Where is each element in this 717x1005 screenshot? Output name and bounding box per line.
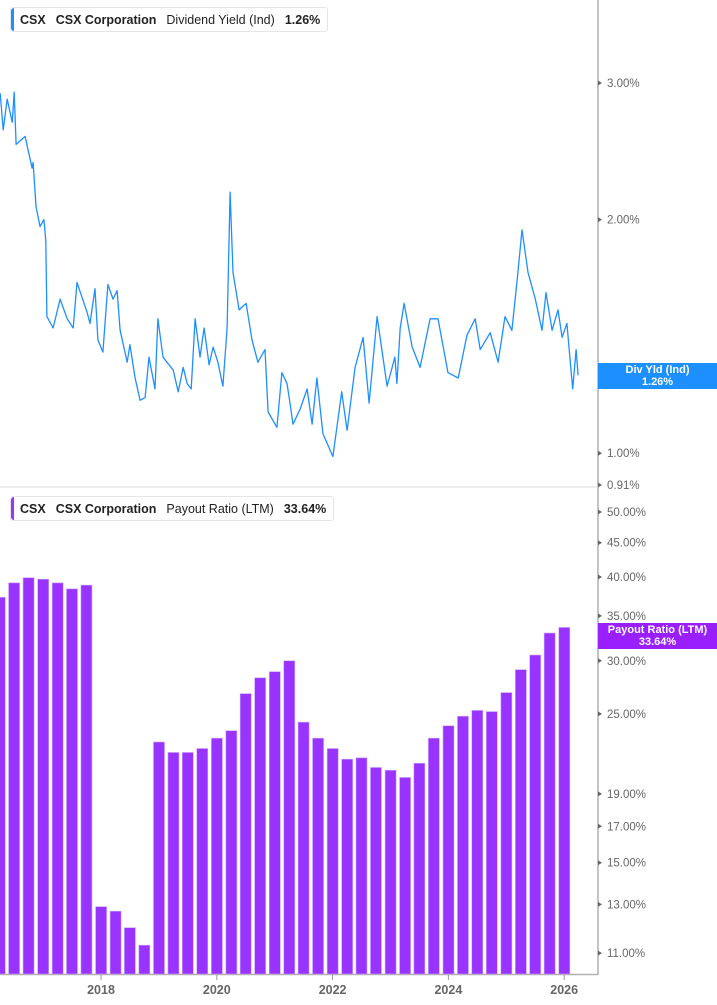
payout-bar (225, 730, 238, 975)
payout-bar (22, 577, 35, 975)
y-tick-label: 19.00% (607, 789, 646, 801)
payout-bar (370, 767, 382, 975)
y-tick-mark (598, 80, 602, 86)
y-tick-label: 35.00% (607, 611, 646, 623)
legend-company: CSX Corporation (55, 12, 157, 27)
payout-bar (413, 763, 426, 975)
y-tick-label: 0.91% (607, 480, 640, 492)
y-tick-label: 11.00% (607, 948, 645, 960)
legend-color-swatch (11, 8, 14, 31)
top-y-axis-ticks: 3.00% 2.00% 1.00% 0.91% (598, 78, 640, 492)
y-tick-label: 2.00% (607, 215, 640, 227)
payout-bar (558, 627, 571, 975)
payout-bar (181, 752, 194, 975)
payout-bar (153, 741, 165, 975)
y-tick-mark (598, 217, 602, 223)
payout-bar (283, 660, 296, 975)
payout-bar (138, 944, 151, 975)
legend-value: 1.26% (284, 12, 321, 27)
payout-bar (326, 748, 339, 975)
payout-bar (485, 711, 498, 975)
y-tick-label: 13.00% (607, 899, 646, 911)
payout-bar (442, 725, 455, 975)
tag-label: Payout Ratio (LTM) (607, 624, 708, 636)
y-tick-label: 30.00% (607, 656, 646, 668)
y-tick-mark (598, 711, 602, 717)
payout-bar (124, 927, 136, 975)
x-axis-ticks: 2018 2020 2022 2024 2026 (87, 975, 578, 997)
payout-bar (268, 671, 281, 975)
legend-metric: Dividend Yield (Ind) (166, 12, 275, 27)
payout-bar (529, 654, 541, 975)
payout-bar (515, 669, 527, 975)
payout-bar (196, 748, 209, 975)
y-tick-mark (598, 901, 602, 907)
dividend-yield-line (0, 91, 579, 458)
y-tick-label: 45.00% (607, 538, 646, 550)
y-tick-label: 3.00% (607, 78, 640, 90)
payout-bar (8, 582, 20, 975)
legend-ticker: CSX (20, 501, 46, 516)
payout-bar (457, 715, 469, 975)
payout-bar (239, 693, 252, 975)
payout-bar (254, 677, 266, 975)
y-tick-label: 25.00% (607, 709, 646, 721)
y-tick-mark (598, 613, 602, 619)
y-tick-mark (598, 658, 602, 664)
y-tick-label: 40.00% (607, 572, 646, 584)
y-tick-mark (598, 950, 602, 956)
x-tick-label: 2020 (203, 983, 231, 997)
payout-bar (471, 710, 484, 975)
y-tick-mark (598, 509, 602, 515)
bottom-y-axis-ticks: 50.00% 45.00% 40.00% 35.00% 30.00% 25.00% 19.0… (598, 507, 646, 960)
payout-bar (500, 692, 513, 975)
x-tick-label: 2026 (550, 983, 578, 997)
y-tick-mark (598, 574, 602, 580)
y-tick-label: 15.00% (607, 858, 646, 870)
payout-bar (543, 632, 556, 975)
payout-bar (312, 737, 324, 975)
payout-bar (109, 910, 122, 975)
payout-bar (167, 752, 180, 975)
legend-company: CSX Corporation (55, 501, 157, 516)
x-tick-label: 2024 (434, 983, 462, 997)
payout-bars (0, 577, 571, 975)
tag-value: 33.64% (638, 636, 677, 648)
x-tick-label: 2018 (87, 983, 115, 997)
y-tick-mark (598, 791, 602, 797)
payout-bar (80, 584, 93, 975)
y-tick-mark (598, 482, 602, 488)
payout-bar (0, 597, 6, 975)
tag-label: Div Yld (Ind) (625, 364, 690, 376)
payout-bar (384, 770, 397, 975)
y-tick-mark (598, 860, 602, 866)
current-payout-tag: Payout Ratio (LTM) 33.64% (598, 623, 717, 649)
payout-bar (341, 758, 353, 975)
y-tick-mark (598, 450, 602, 456)
payout-bar (355, 757, 368, 975)
payout-bar (95, 906, 107, 975)
legend-ticker: CSX (20, 12, 46, 27)
payout-bar (297, 721, 310, 975)
x-tick-label: 2022 (319, 983, 347, 997)
legend-metric: Payout Ratio (LTM) (166, 501, 274, 516)
legend-color-swatch (11, 497, 14, 520)
current-yield-tag: Div Yld (Ind) 1.26% (598, 363, 717, 389)
payout-bar (399, 777, 411, 975)
payout-bar (66, 588, 78, 975)
payout-bar (428, 737, 440, 975)
y-tick-label: 50.00% (607, 507, 646, 519)
payout-bar (211, 737, 223, 975)
payout-bar (37, 578, 49, 975)
y-tick-label: 1.00% (607, 448, 640, 460)
bottom-legend: CSX CSX Corporation Payout Ratio (LTM) 3… (10, 496, 335, 521)
tag-value: 1.26% (641, 376, 674, 388)
top-legend: CSX CSX Corporation Dividend Yield (Ind)… (10, 7, 329, 32)
y-tick-mark (598, 540, 602, 546)
y-tick-label: 17.00% (607, 821, 646, 833)
y-tick-mark (598, 823, 602, 829)
legend-value: 33.64% (283, 501, 327, 516)
payout-bar (51, 582, 64, 975)
